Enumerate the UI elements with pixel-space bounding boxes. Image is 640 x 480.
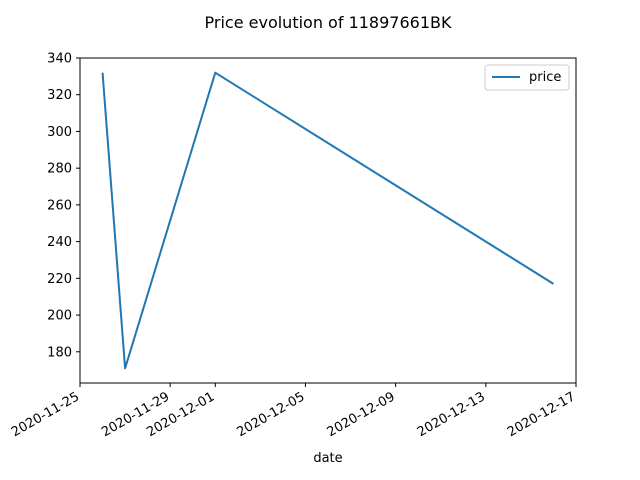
y-tick-label: 240	[47, 235, 72, 250]
axes-frame	[79, 57, 577, 384]
y-axis: 180 200 220 240 260 280 300 320 340	[47, 52, 80, 360]
legend-label-price: price	[529, 70, 561, 85]
legend: price	[484, 64, 570, 91]
legend-box	[484, 64, 570, 91]
price-series-line	[101, 71, 554, 370]
y-tick-label: 180	[47, 345, 72, 360]
axes-spines	[79, 57, 577, 384]
series-layer	[101, 71, 554, 370]
y-tick-label: 340	[47, 52, 72, 67]
x-axis-label: date	[313, 451, 342, 466]
y-tick-label: 260	[47, 198, 72, 213]
y-tick-label: 300	[47, 125, 72, 140]
chart-title: Price evolution of 11897661BK	[205, 13, 452, 32]
y-tick-label: 200	[47, 309, 72, 324]
y-tick-label: 280	[47, 162, 72, 177]
y-tick-label: 320	[47, 88, 72, 103]
plot-background	[80, 58, 576, 383]
plot-area	[80, 58, 576, 383]
y-tick-label: 220	[47, 272, 72, 287]
